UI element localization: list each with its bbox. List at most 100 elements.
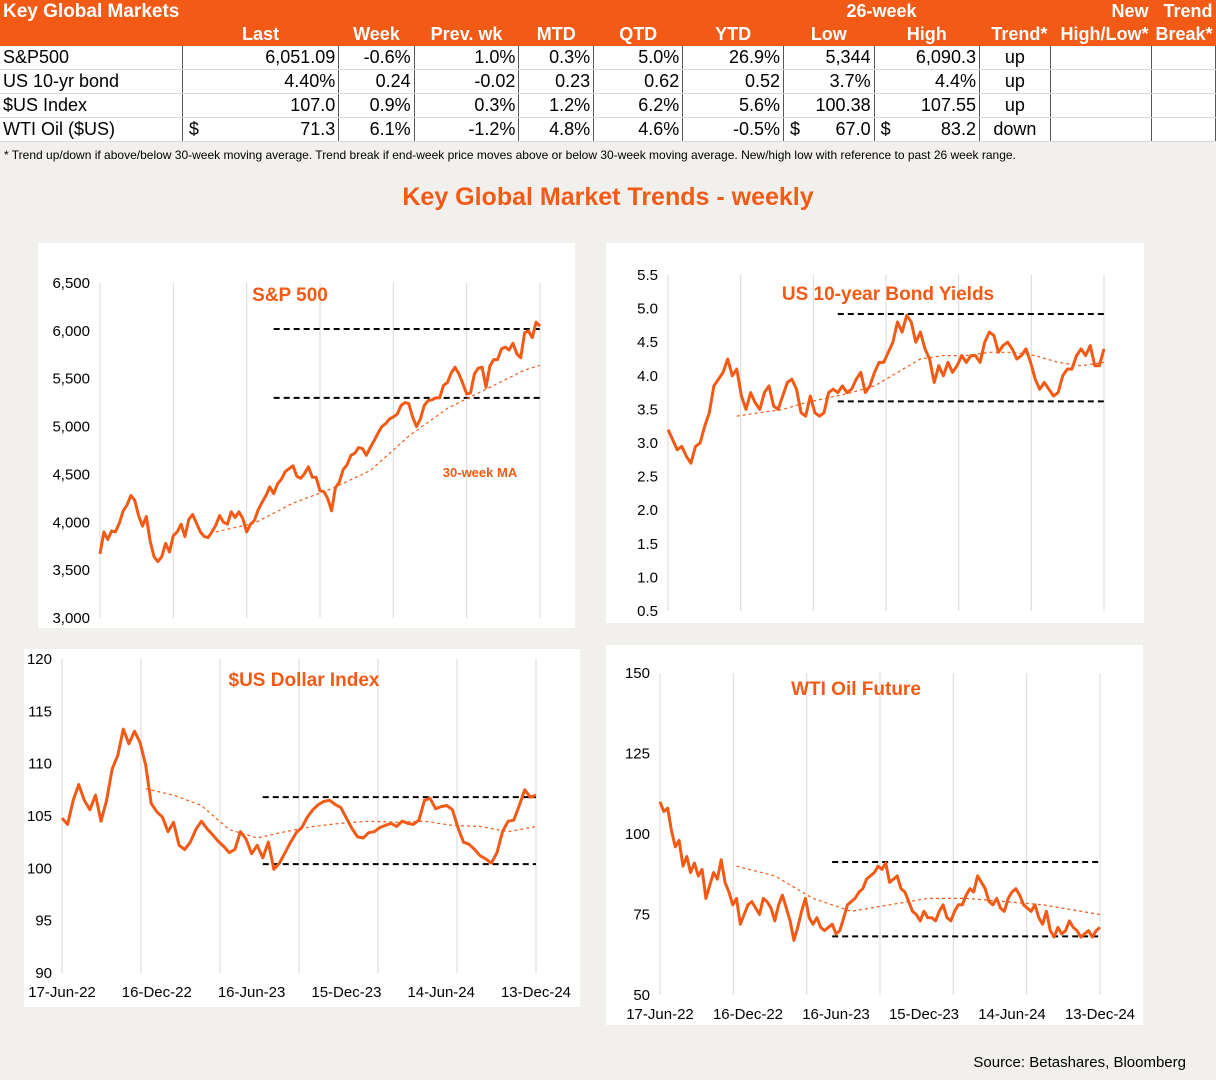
header-qtd: QTD xyxy=(593,23,683,46)
y-tick-label: 3,500 xyxy=(52,562,90,579)
cell-value: 107.0 xyxy=(290,95,336,115)
y-tick-label: 5.0 xyxy=(637,301,658,318)
chart-dollar-index-panel: 90 95 100 105 110 115 120 17-Jun-22 16-Dec-22 16-… xyxy=(24,649,580,1007)
y-tick-label: 120 xyxy=(27,651,52,668)
x-tick-label: 15-Dec-23 xyxy=(311,984,381,1001)
cell-trend-break xyxy=(1151,46,1216,70)
cell-high: 6,090.3 xyxy=(874,46,980,70)
table-title: Key Global Markets xyxy=(0,0,183,23)
y-tick-label: 4,000 xyxy=(52,514,90,531)
cell-value: 5.0% xyxy=(638,47,680,67)
header-week: Week xyxy=(338,23,415,46)
header-ytd: YTD xyxy=(682,23,784,46)
main-title: Key Global Market Trends - weekly xyxy=(402,183,814,211)
y-tick-label: 75 xyxy=(633,907,650,924)
cell-value: WTI Oil ($US) xyxy=(3,119,115,139)
cell-trend: up xyxy=(979,46,1051,70)
cell-value: -0.5% xyxy=(733,119,781,139)
row-name: $US Index xyxy=(0,93,183,118)
header-last: Last xyxy=(182,23,339,46)
cell-qtd: 5.0% xyxy=(593,46,684,70)
header-mtd: MTD xyxy=(518,23,594,46)
y-tick-label: 110 xyxy=(28,756,52,773)
y-tick-label: 100 xyxy=(27,860,52,877)
cell-value: $US Index xyxy=(3,95,88,115)
cell-value: 107.55 xyxy=(920,95,976,115)
cell-value: 6.2% xyxy=(638,95,680,115)
price-line xyxy=(60,727,537,871)
cell-qtd: 6.2% xyxy=(593,93,684,118)
cell-value: 6,051.09 xyxy=(265,47,336,67)
cell-ytd: -0.5% xyxy=(682,117,785,142)
cell-week: 6.1% xyxy=(338,117,415,142)
price-line xyxy=(98,320,542,563)
currency-symbol: $ xyxy=(188,119,199,139)
y-tick-label: 125 xyxy=(625,746,650,763)
cell-last: 107.0 xyxy=(182,93,340,118)
x-tick-label: 16-Jun-23 xyxy=(802,1006,870,1023)
cell-value: 6.1% xyxy=(369,119,411,139)
header-break: Break* xyxy=(1151,23,1216,46)
source-note: Source: Betashares, Bloomberg xyxy=(973,1054,1186,1071)
cell-value: down xyxy=(993,119,1037,139)
cell-new-high-low xyxy=(1050,93,1153,118)
cell-value: -0.6% xyxy=(363,47,411,67)
cell-value: 0.52 xyxy=(745,71,781,91)
cell-week: 0.24 xyxy=(338,69,415,94)
cell-last: 4.40% xyxy=(182,69,340,94)
y-tick-label: 4,500 xyxy=(52,466,90,483)
table-row: US 10-yr bond 4.40% 0.24 -0.02 0.23 0.62 0.52 3… xyxy=(0,69,1216,94)
cell-new-high-low xyxy=(1050,46,1153,70)
cell-value: up xyxy=(1004,47,1025,67)
cell-value: 0.62 xyxy=(644,71,680,91)
y-tick-label: 4.0 xyxy=(637,368,658,385)
chart-sp500-panel: 3,000 3,500 4,000 4,500 5,000 5,500 6,000 6,500… xyxy=(38,243,575,628)
footnote: * Trend up/down if above/below 30-week m… xyxy=(4,148,1016,162)
y-tick-label: 1.0 xyxy=(637,569,658,586)
cell-value: 0.3% xyxy=(549,47,591,67)
x-tick-label: 16-Dec-22 xyxy=(122,984,192,1001)
price-line xyxy=(666,313,1106,465)
header-new-high-low: High/Low* xyxy=(1050,23,1152,46)
cell-qtd: 4.6% xyxy=(593,117,684,142)
x-tick-label: 16-Jun-23 xyxy=(218,984,286,1001)
header-new: New xyxy=(1050,0,1152,23)
header-26-week: 26-week xyxy=(783,0,980,23)
cell-value: US 10-yr bond xyxy=(3,71,120,91)
header-high: High xyxy=(874,23,980,46)
table-row: WTI Oil ($US) $71.3 6.1% -1.2% 4.8% 4.6% -0.5%… xyxy=(0,117,1216,142)
cell-value: -0.02 xyxy=(474,71,516,91)
x-tick-label: 17-Jun-22 xyxy=(28,984,96,1001)
y-tick-label: 2.0 xyxy=(637,502,658,519)
cell-low: 3.7% xyxy=(783,69,875,94)
header-low: Low xyxy=(783,23,875,46)
header-trend: Trend* xyxy=(979,23,1051,46)
y-tick-label: 5,500 xyxy=(52,371,90,388)
chart-svg: 3,000 3,500 4,000 4,500 5,000 5,500 6,000 6,500… xyxy=(52,275,542,627)
y-tick-label: 95 xyxy=(35,913,52,930)
cell-ytd: 26.9% xyxy=(682,46,785,70)
cell-value: 0.9% xyxy=(369,95,411,115)
cell-low: 100.38 xyxy=(783,93,875,118)
cell-high: $83.2 xyxy=(874,117,980,142)
x-tick-label: 13-Dec-24 xyxy=(1065,1006,1135,1023)
x-tick-label: 14-Jun-24 xyxy=(978,1006,1046,1023)
cell-value: 1.0% xyxy=(474,47,516,67)
cell-value: 0.3% xyxy=(474,95,516,115)
table-row: S&P500 6,051.09 -0.6% 1.0% 0.3% 5.0% 26.9% 5,34… xyxy=(0,46,1216,70)
markets-table: Key Global Markets 26-week New Trend Las… xyxy=(0,0,1216,142)
y-tick-label: 1.5 xyxy=(637,536,658,553)
chart-svg: 50 75 100 125 150 17-Jun-22 16-Dec-22 16-Jun-23… xyxy=(625,665,1135,1023)
price-line xyxy=(658,801,1101,942)
y-tick-label: 3,000 xyxy=(52,610,90,627)
y-tick-label: 3.5 xyxy=(637,401,658,418)
y-tick-label: 50 xyxy=(633,987,650,1004)
header-trend-break: Trend xyxy=(1151,0,1216,23)
x-tick-label: 13-Dec-24 xyxy=(501,984,571,1001)
cell-low: 5,344 xyxy=(783,46,875,70)
cell-value: 6,090.3 xyxy=(915,47,976,67)
y-tick-label: 0.5 xyxy=(637,603,658,620)
cell-mtd: 0.3% xyxy=(518,46,595,70)
ma30-line xyxy=(215,364,541,533)
currency-symbol: $ xyxy=(790,119,801,139)
